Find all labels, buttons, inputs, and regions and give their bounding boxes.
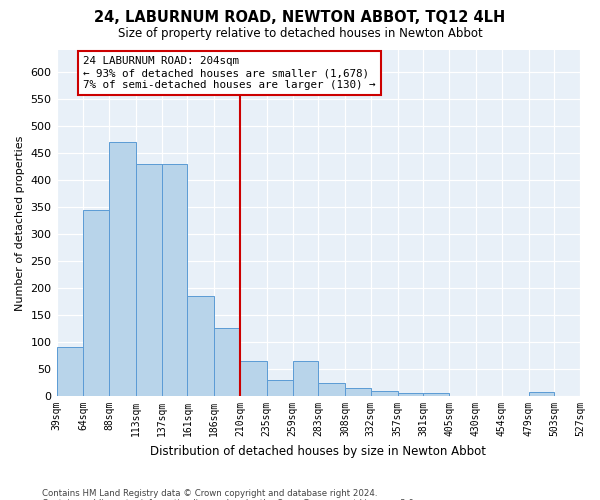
Bar [56,348,83,396]
Text: 24, LABURNUM ROAD, NEWTON ABBOT, TQ12 4LH: 24, LABURNUM ROAD, NEWTON ABBOT, TQ12 4L… [94,10,506,25]
Bar [109,142,136,396]
Y-axis label: Number of detached properties: Number of detached properties [15,136,25,310]
Bar [371,390,398,396]
Bar [187,296,214,396]
Text: Size of property relative to detached houses in Newton Abbot: Size of property relative to detached ho… [118,28,482,40]
Text: Contains public sector information licensed under the Open Government Licence v3: Contains public sector information licen… [42,498,416,500]
Bar [136,164,161,396]
Bar [267,380,293,396]
Bar [318,382,345,396]
Bar [345,388,371,396]
Bar [83,210,109,396]
Bar [398,394,424,396]
Text: 24 LABURNUM ROAD: 204sqm
← 93% of detached houses are smaller (1,678)
7% of semi: 24 LABURNUM ROAD: 204sqm ← 93% of detach… [83,56,376,90]
Bar [214,328,240,396]
Text: Contains HM Land Registry data © Crown copyright and database right 2024.: Contains HM Land Registry data © Crown c… [42,488,377,498]
Bar [161,164,187,396]
Bar [240,361,267,396]
X-axis label: Distribution of detached houses by size in Newton Abbot: Distribution of detached houses by size … [150,444,486,458]
Bar [529,392,554,396]
Bar [293,361,318,396]
Bar [424,394,449,396]
